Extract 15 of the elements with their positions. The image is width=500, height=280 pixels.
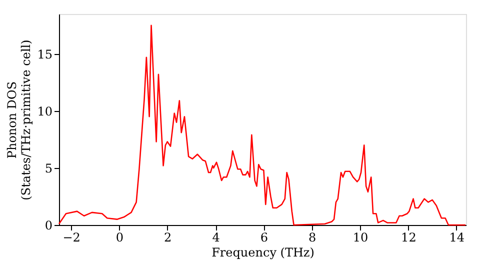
y-tick-label: 15 <box>37 47 52 62</box>
x-tick-label: −2 <box>62 230 80 244</box>
y-tick-label: 10 <box>37 104 52 118</box>
x-tick-label: 8 <box>308 230 316 244</box>
x-tick-label: 2 <box>164 230 172 244</box>
y-tick-label: 5 <box>44 161 52 176</box>
x-tick-label: 0 <box>116 230 124 244</box>
x-tick-label: 14 <box>449 230 465 244</box>
x-tick-label: 4 <box>212 230 220 244</box>
x-tick-label: 6 <box>260 230 268 244</box>
y-tick-label: 0 <box>44 218 52 232</box>
y-axis-title: Phonon DOS (States/THz·primitive cell) <box>5 40 34 200</box>
x-tick-label: 12 <box>401 230 416 244</box>
x-tick-label: 10 <box>352 230 368 244</box>
x-axis-title: Frequency (THz) <box>212 246 314 260</box>
